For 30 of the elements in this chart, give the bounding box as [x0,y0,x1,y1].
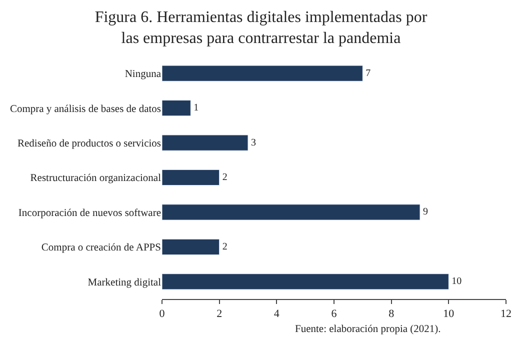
data-label: 10 [452,276,462,288]
data-label: 3 [251,137,256,148]
data-label: 2 [222,241,228,252]
chart-title: Figura 6. Herramientas digitales implementadas por las empresas para contrarrestar la pandemia [94,9,428,47]
y-tick-label: Compra y análisis de bases de datos [10,104,161,115]
y-tick-label: Marketing digital [88,277,162,288]
y-tick-label: Incorporación de nuevos software [18,208,162,219]
bar [162,65,363,82]
data-label: 7 [366,68,371,79]
x-tick-label: 10 [443,308,455,320]
bar [162,274,449,290]
x-tick-label: 2 [216,308,222,320]
data-label: 1 [194,102,199,114]
y-tick-label: Restructuración organizacional [30,173,162,184]
data-label: 2 [222,172,228,183]
source-note: Fuente: elaboración propia (2021). [295,324,441,335]
bar [162,238,220,255]
y-tick-label: Ninguna [124,69,162,80]
data-label: 9 [423,206,428,218]
y-tick-label: Compra o creación de APPS [41,242,162,254]
x-tick-label: 4 [274,308,280,320]
bar [162,169,220,186]
x-tick-label: 8 [388,308,395,320]
bar [162,100,191,116]
bar [162,204,420,220]
x-tick-label: 12 [500,308,512,320]
y-tick-label: Rediseño de productos o servicios [18,138,161,150]
x-tick-label: 0 [159,308,166,320]
bar [162,134,248,151]
x-tick-label: 6 [331,308,338,320]
